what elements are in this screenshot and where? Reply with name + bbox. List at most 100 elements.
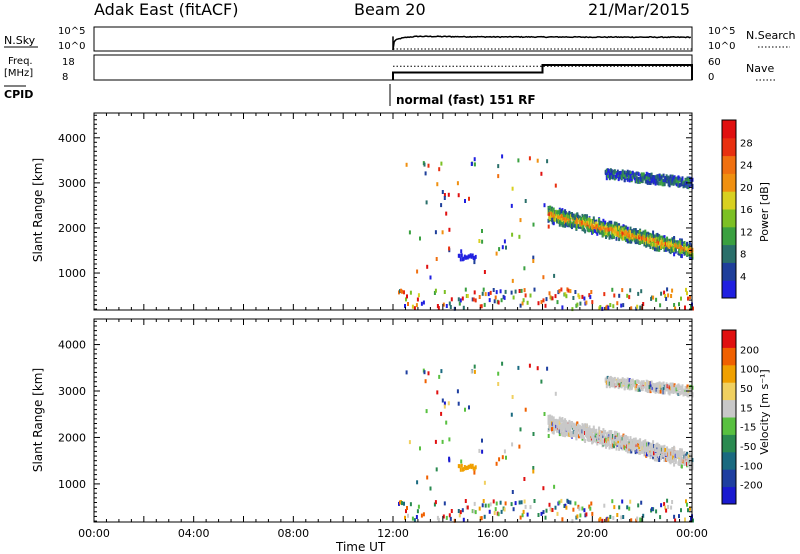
power-cell	[569, 289, 572, 294]
power-cell	[584, 216, 587, 221]
velocity-cell	[689, 465, 692, 470]
power-cell	[517, 158, 520, 163]
velocity-cell	[437, 517, 440, 522]
power-cell	[560, 214, 563, 218]
velocity-cell	[651, 443, 654, 448]
velocity-cell	[563, 425, 566, 430]
velocity-cell	[634, 437, 637, 442]
velocity-cell	[677, 389, 680, 393]
power-cell	[626, 293, 629, 298]
power-cell	[659, 235, 662, 240]
velocity-cell	[640, 380, 643, 385]
velocity-cell	[497, 382, 500, 386]
velocity-cell	[589, 428, 592, 433]
power-cell	[542, 275, 545, 280]
power-cell	[470, 162, 473, 166]
velocity-cell	[434, 500, 437, 505]
velocity-cell	[650, 380, 653, 385]
velocity-cell	[433, 502, 436, 507]
power-cell	[599, 305, 602, 309]
velocity-cell	[612, 380, 615, 385]
power-colorbar-frame	[721, 119, 737, 299]
velocity-cell	[615, 446, 618, 451]
velocity-cell	[511, 490, 514, 494]
power-cell	[422, 300, 425, 305]
power-colorbar-swatch	[722, 280, 736, 299]
power-cell	[436, 182, 439, 187]
velocity-cell	[613, 505, 616, 510]
power-cell	[608, 235, 611, 240]
nsky-line	[392, 35, 692, 51]
power-cell	[580, 216, 583, 221]
velocity-cell	[688, 450, 691, 455]
velocity-cell	[517, 365, 520, 370]
velocity-colorbar-tick-label: -15	[740, 423, 756, 434]
power-cell	[519, 303, 522, 308]
power-cell	[462, 305, 465, 310]
power-cell	[450, 297, 453, 302]
velocity-cell	[449, 516, 452, 521]
velocity-cell	[542, 486, 545, 491]
velocity-cell	[638, 445, 641, 450]
velocity-cell	[519, 515, 522, 520]
velocity-cell	[597, 438, 600, 442]
velocity-cell	[658, 458, 661, 462]
velocity-cell	[670, 505, 673, 510]
velocity-cell	[501, 455, 504, 460]
velocity-ylabel: Slant Range [km]	[31, 368, 45, 472]
velocity-cell	[448, 513, 451, 518]
power-cell	[520, 288, 523, 293]
power-cell	[546, 159, 549, 164]
velocity-cell	[611, 499, 614, 504]
velocity-cell	[598, 427, 601, 432]
power-cell	[533, 287, 536, 292]
power-cell	[687, 296, 689, 301]
velocity-cell	[442, 514, 445, 519]
power-cell	[652, 230, 655, 235]
power-cell	[480, 304, 483, 309]
velocity-cell	[497, 512, 500, 517]
velocity-cell	[663, 502, 666, 507]
velocity-cell	[608, 441, 611, 446]
velocity-cell	[470, 369, 473, 374]
power-cell	[620, 175, 623, 180]
velocity-cell	[443, 501, 446, 506]
x-tick-label: 16:00	[477, 527, 509, 540]
power-cell	[623, 178, 626, 183]
power-cell	[519, 218, 522, 223]
power-cell	[686, 183, 689, 188]
nsky-series	[392, 35, 692, 51]
power-colorbar-swatch	[722, 244, 736, 263]
velocity-cell	[583, 508, 586, 513]
velocity-cell	[612, 516, 615, 520]
power-cell	[688, 240, 691, 245]
power-cell	[542, 298, 545, 303]
velocity-cell	[628, 506, 631, 511]
velocity-cell	[474, 465, 477, 470]
velocity-cell	[592, 425, 595, 430]
freq-label-line1: Freq.	[8, 56, 33, 67]
power-cell	[681, 177, 684, 182]
velocity-cell	[498, 457, 501, 462]
power-cell	[572, 296, 575, 300]
velocity-cell	[637, 385, 640, 389]
power-cell	[474, 298, 477, 303]
velocity-y-tick-label: 1000	[58, 478, 86, 491]
velocity-cell	[510, 502, 513, 507]
velocity-cell	[560, 498, 563, 503]
power-cell	[592, 229, 594, 234]
velocity-cell	[599, 516, 602, 521]
power-cell	[532, 259, 535, 263]
station-title: Adak East (fitACF)	[94, 0, 238, 19]
power-cell	[521, 301, 524, 306]
power-cell	[426, 264, 429, 269]
power-cell	[652, 237, 655, 242]
velocity-cell	[680, 454, 682, 459]
velocity-cell	[466, 505, 469, 510]
velocity-cell	[484, 503, 487, 508]
velocity-cell	[569, 429, 572, 434]
power-cell	[620, 303, 623, 308]
power-cell	[435, 257, 438, 261]
velocity-cell	[618, 435, 621, 439]
velocity-cell	[503, 449, 506, 454]
